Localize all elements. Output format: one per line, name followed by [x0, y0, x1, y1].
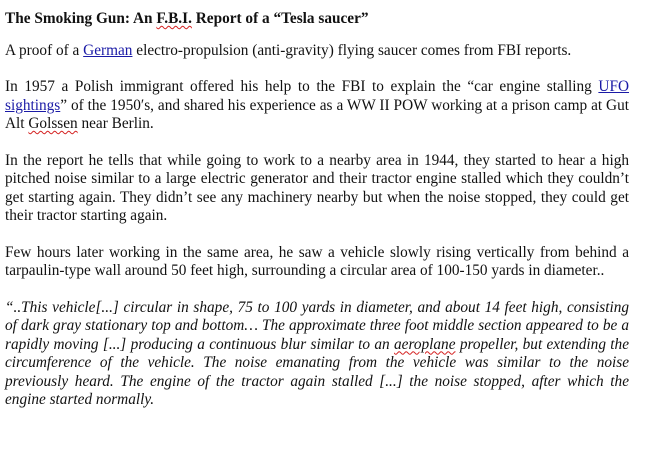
- german-link[interactable]: German: [83, 41, 133, 59]
- title-fbi-abbreviation: F.B.I.: [156, 10, 192, 27]
- article-title: The Smoking Gun: An F.B.I. Report of a “…: [5, 10, 629, 29]
- article: The Smoking Gun: An F.B.I. Report of a “…: [5, 10, 629, 410]
- paragraph-polish-immigrant: In 1957 a Polish immigrant offered his h…: [5, 78, 629, 134]
- quote-text-after: propeller, but extending the circumferen…: [5, 335, 629, 409]
- paragraph-report: In the report he tells that while going …: [5, 151, 629, 225]
- p2-text-before: In 1957 a Polish immigrant offered his h…: [5, 78, 599, 95]
- aeroplane-word: aeroplane: [394, 335, 456, 353]
- paragraph-vehicle-rising: Few hours later working in the same area…: [5, 243, 629, 280]
- title-prefix: The Smoking Gun: An: [5, 10, 157, 27]
- p2-text-middle: ” of the 1950′s, and shared his experien…: [5, 96, 629, 133]
- paragraph-quote: “..This vehicle[...] circular in shape, …: [5, 299, 629, 410]
- quote-text-before: “..This vehicle[...] circular in shape, …: [5, 298, 629, 353]
- title-suffix: Report of a “Tesla saucer”: [191, 10, 369, 27]
- paragraph-intro: A proof of a German electro-propulsion (…: [5, 42, 629, 61]
- intro-text-after: electro-propulsion (anti-gravity) flying…: [132, 41, 572, 59]
- intro-text-before: A proof of a: [5, 41, 84, 59]
- golssen-word: Golssen: [28, 115, 78, 132]
- ufo-sightings-link[interactable]: UFO sightings: [5, 78, 629, 114]
- p2-text-after: near Berlin.: [77, 115, 154, 132]
